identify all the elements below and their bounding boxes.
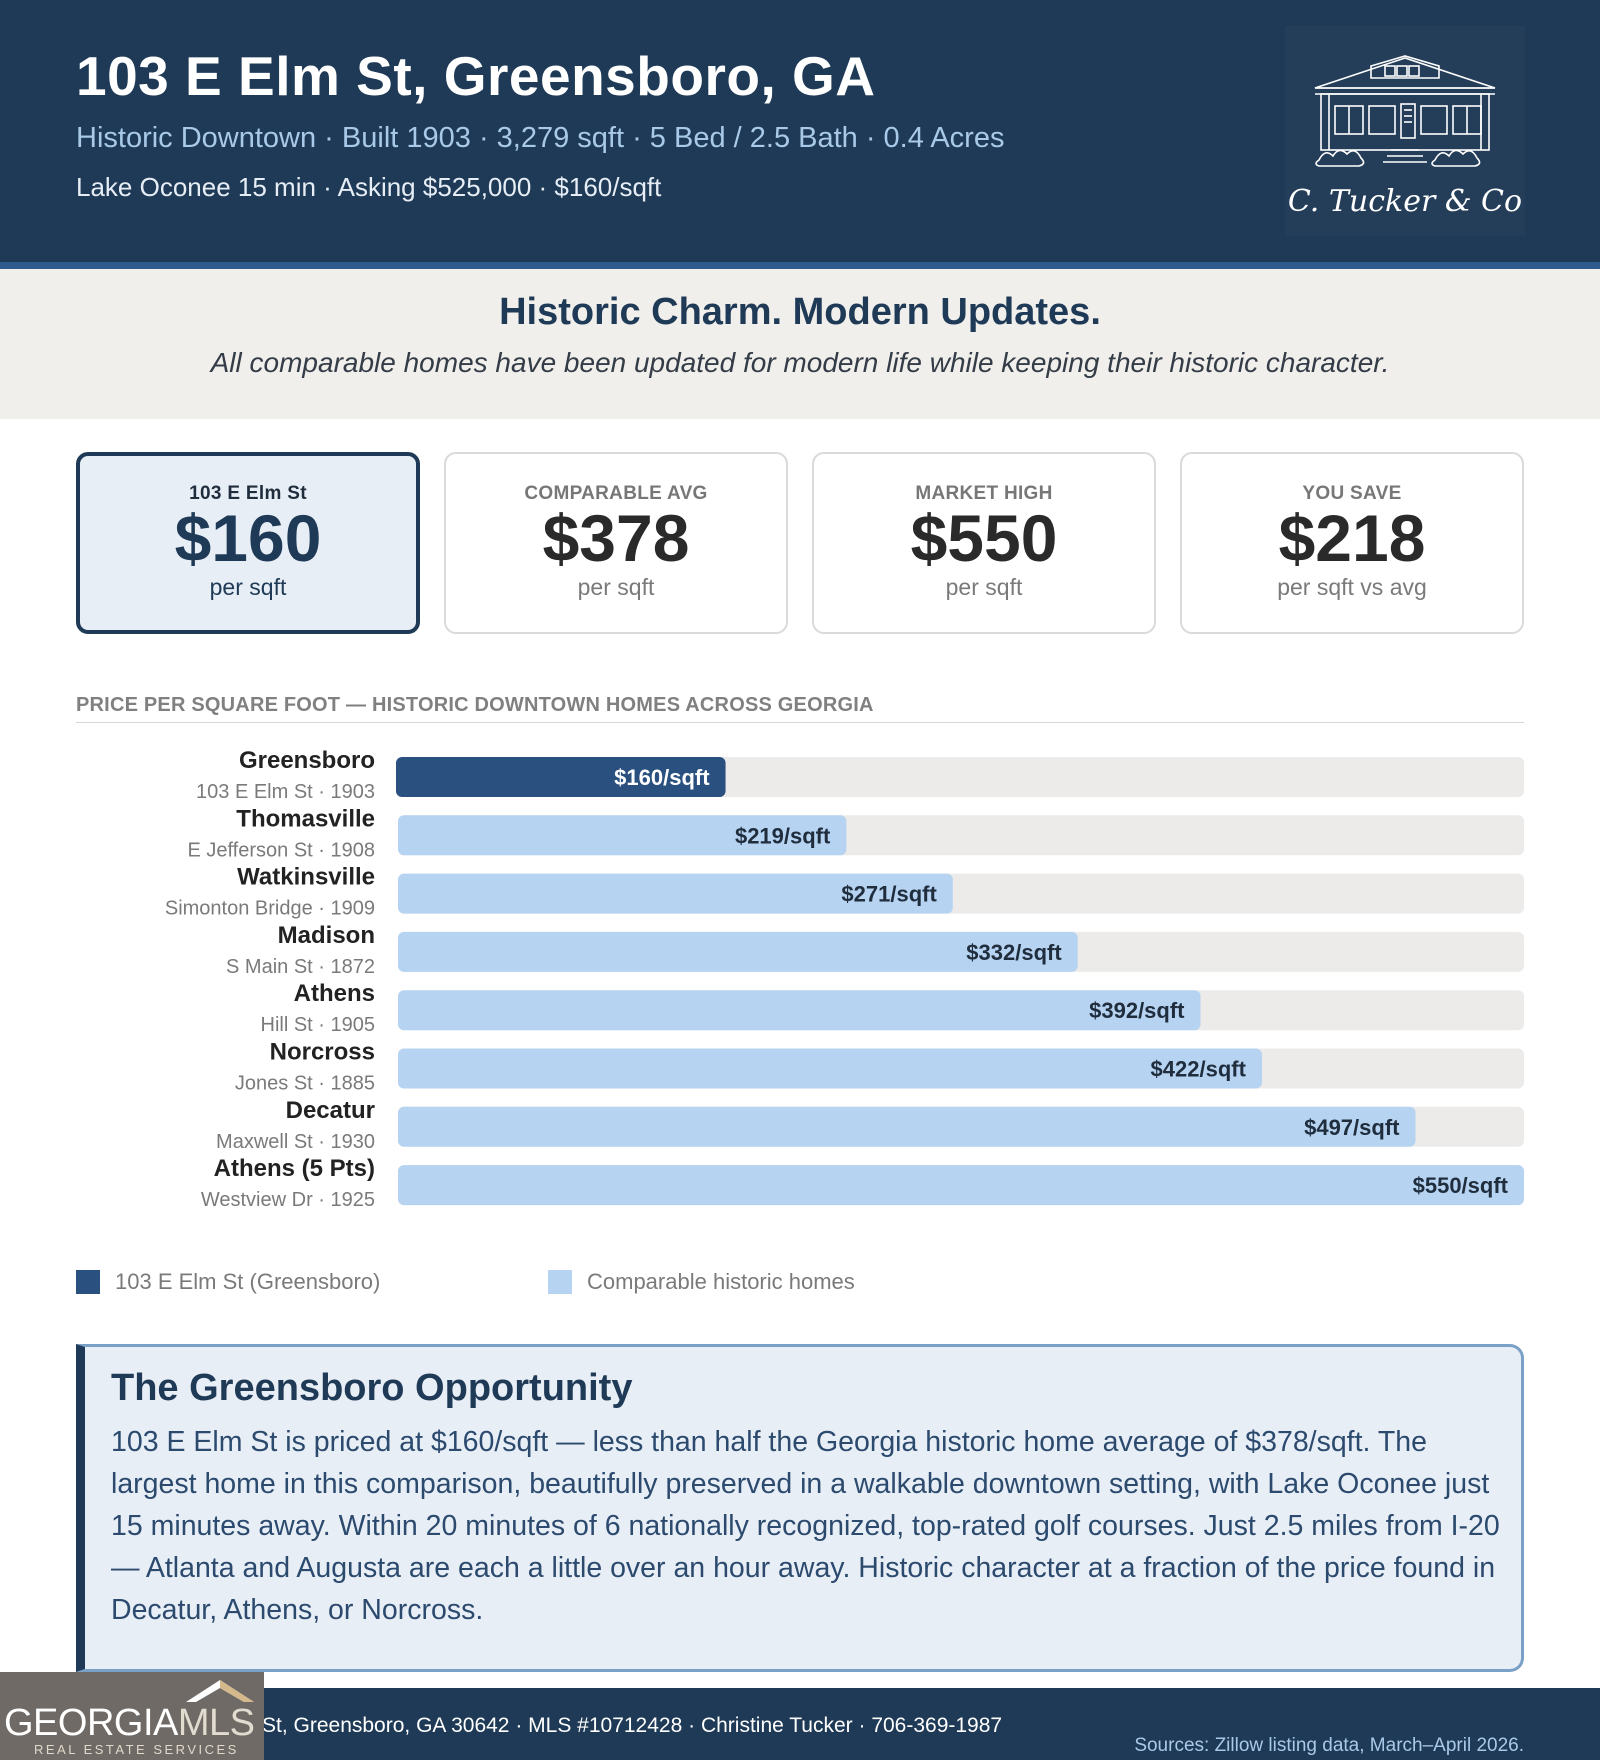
badge-word-georgia: GEORGIA (4, 1702, 178, 1744)
bar (398, 873, 953, 914)
category-label: Thomasville (236, 805, 375, 832)
stat-label: YOU SAVE (1302, 483, 1402, 504)
category-sublabel: Westview Dr · 1925 (201, 1189, 375, 1211)
stat-card-market-high: MARKET HIGH $550 per sqft (812, 452, 1156, 634)
stat-unit: per sqft (577, 574, 655, 600)
stat-label: COMPARABLE AVG (524, 483, 708, 504)
bar (398, 990, 1201, 1031)
bar-value-label: $160/sqft (614, 765, 710, 790)
category-label: Decatur (286, 1097, 375, 1124)
footer-sources: Sources: Zillow listing data, March–Apri… (1134, 1735, 1524, 1756)
category-sublabel: Simonton Bridge · 1909 (165, 898, 375, 920)
headline: Historic Charm. Modern Updates. (499, 291, 1101, 333)
badge-tagline: REAL ESTATE SERVICES (34, 1742, 239, 1757)
category-sublabel: Maxwell St · 1930 (216, 1131, 375, 1153)
footer-contact: St, Greensboro, GA 30642 · MLS #10712428… (262, 1714, 1003, 1737)
category-sublabel: S Main St · 1872 (226, 956, 375, 978)
bar-value-label: $422/sqft (1151, 1057, 1247, 1082)
legend-swatch (548, 1270, 572, 1294)
category-sublabel: Jones St · 1885 (235, 1073, 375, 1095)
bar-track (398, 1048, 1524, 1089)
bar-track (398, 1106, 1524, 1147)
stat-value: $160 (174, 501, 322, 575)
legend-item-comparable: Comparable historic homes (548, 1269, 968, 1296)
stat-label: MARKET HIGH (915, 483, 1053, 504)
property-detail-line: Lake Oconee 15 min · Asking $525,000 · $… (76, 172, 662, 202)
bar (398, 1106, 1416, 1147)
category-label: Norcross (270, 1039, 375, 1066)
bar-value-label: $550/sqft (1413, 1173, 1509, 1198)
bar (398, 815, 847, 856)
stat-unit: per sqft (209, 574, 287, 600)
house-logo-icon: C. Tucker & Co (1288, 55, 1522, 219)
bar-track (398, 990, 1524, 1031)
category-label: Athens (294, 980, 375, 1007)
category-label: Madison (278, 922, 375, 949)
bar-track (398, 873, 1524, 914)
chart-title-rule (76, 722, 1524, 723)
stat-card-you-save: YOU SAVE $218 per sqft vs avg (1180, 452, 1524, 634)
badge-word-mls: MLS (177, 1702, 255, 1744)
property-subtitle: Historic Downtown · Built 1903 · 3,279 s… (76, 122, 1005, 154)
bar-value-label: $392/sqft (1089, 998, 1185, 1023)
georgia-mls-badge: GEORGIAMLS REAL ESTATE SERVICES (0, 1672, 264, 1760)
tagline-band: Historic Charm. Modern Updates. All comp… (0, 269, 1600, 419)
category-sublabel: 103 E Elm St · 1903 (196, 781, 375, 803)
header: 103 E Elm St, Greensboro, GA Historic Do… (0, 0, 1600, 262)
bar (398, 931, 1078, 972)
bar-value-label: $271/sqft (841, 882, 937, 907)
property-title: 103 E Elm St, Greensboro, GA (76, 45, 876, 107)
opportunity-callout: The Greensboro Opportunity 103 E Elm St … (76, 1344, 1524, 1672)
category-label: Athens (5 Pts) (214, 1155, 375, 1182)
stat-value: $218 (1278, 501, 1426, 575)
badge-wordmark: GEORGIAMLS (4, 1702, 255, 1745)
stat-label: 103 E Elm St (189, 483, 307, 504)
chart-title: PRICE PER SQUARE FOOT — HISTORIC DOWNTOW… (76, 694, 874, 716)
stat-value: $550 (910, 501, 1058, 575)
category-label: Watkinsville (237, 864, 375, 891)
opportunity-title: The Greensboro Opportunity (111, 1367, 633, 1409)
bar-track (398, 1165, 1524, 1206)
legend-label: 103 E Elm St (Greensboro) (115, 1269, 381, 1294)
roof-icon (186, 1680, 254, 1702)
brand-logo: C. Tucker & Co (1285, 26, 1525, 236)
bar-track (398, 757, 1524, 797)
category-label: Greensboro (239, 747, 375, 774)
legend-swatch (76, 1270, 100, 1294)
tagline: All comparable homes have been updated f… (210, 347, 1390, 378)
bar (398, 1048, 1262, 1089)
stat-unit: per sqft vs avg (1277, 574, 1427, 600)
footer: St, Greensboro, GA 30642 · MLS #10712428… (0, 1688, 1600, 1760)
stat-card-subject: 103 E Elm St $160 per sqft (76, 452, 420, 634)
stat-value: $378 (542, 501, 690, 575)
bar (398, 1165, 1524, 1206)
bar-value-label: $219/sqft (735, 823, 831, 848)
bar (396, 757, 726, 797)
opportunity-body: 103 E Elm St is priced at $160/sqft — le… (111, 1426, 1500, 1626)
bar-track (398, 815, 1524, 856)
bar-value-label: $332/sqft (966, 940, 1062, 965)
category-sublabel: Hill St · 1905 (261, 1014, 376, 1036)
category-sublabel: E Jefferson St · 1908 (187, 839, 375, 861)
stat-card-comparable-avg: COMPARABLE AVG $378 per sqft (444, 452, 788, 634)
legend-item-subject: 103 E Elm St (Greensboro) (76, 1269, 496, 1296)
bar-track (398, 931, 1524, 972)
stat-unit: per sqft (945, 574, 1023, 600)
logo-wordmark: C. Tucker & Co (1288, 184, 1522, 219)
legend-label: Comparable historic homes (587, 1269, 855, 1294)
bar-value-label: $497/sqft (1304, 1115, 1400, 1140)
header-divider (0, 262, 1600, 269)
